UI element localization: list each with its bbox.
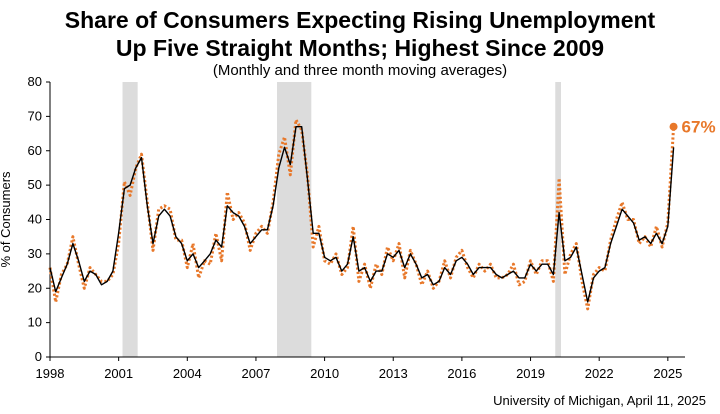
labels: 67% — [669, 118, 716, 137]
x-tick-label: 2004 — [173, 366, 202, 381]
x-tick-label: 2025 — [653, 366, 682, 381]
y-tick-label: 80 — [28, 74, 42, 89]
recession-band — [122, 82, 138, 357]
x-tick-label: 2010 — [310, 366, 339, 381]
recession-bands — [122, 82, 561, 357]
x-tick-label: 2019 — [516, 366, 545, 381]
y-axis-title: % of Consumers — [0, 171, 13, 268]
y-tick-label: 60 — [28, 143, 42, 158]
end-value-label: 67% — [682, 118, 716, 137]
chart-title-line2: Up Five Straight Months; Highest Since 2… — [115, 35, 605, 61]
y-tick-label: 0 — [35, 349, 42, 364]
series-monthly-line — [48, 118, 676, 311]
chart-subtitle: (Monthly and three month moving averages… — [212, 62, 508, 79]
series-group — [48, 118, 676, 311]
chart-source: University of Michigan, April 11, 2025 — [493, 393, 706, 408]
axes: 0 10 20 30 40 50 60 70 80 1998 2001 2004 2007 2010 201… — [0, 74, 685, 381]
x-tick-label: 2013 — [379, 366, 408, 381]
y-tick-label: 50 — [28, 177, 42, 192]
x-tick-label: 2016 — [447, 366, 476, 381]
chart-title: Share of Consumers Expecting Rising Unem… — [64, 7, 656, 33]
end-point-marker — [669, 122, 678, 131]
x-tick-label: 2001 — [104, 366, 133, 381]
x-tick-label: 2007 — [241, 366, 270, 381]
y-tick-label: 40 — [28, 212, 42, 227]
x-tick-label: 2022 — [585, 366, 614, 381]
y-tick-label: 10 — [28, 315, 42, 330]
series-moving-average-line — [49, 125, 675, 303]
x-tick-label: 1998 — [36, 366, 65, 381]
y-tick-label: 30 — [28, 246, 42, 261]
y-tick-label: 20 — [28, 280, 42, 295]
y-tick-label: 70 — [28, 108, 42, 123]
